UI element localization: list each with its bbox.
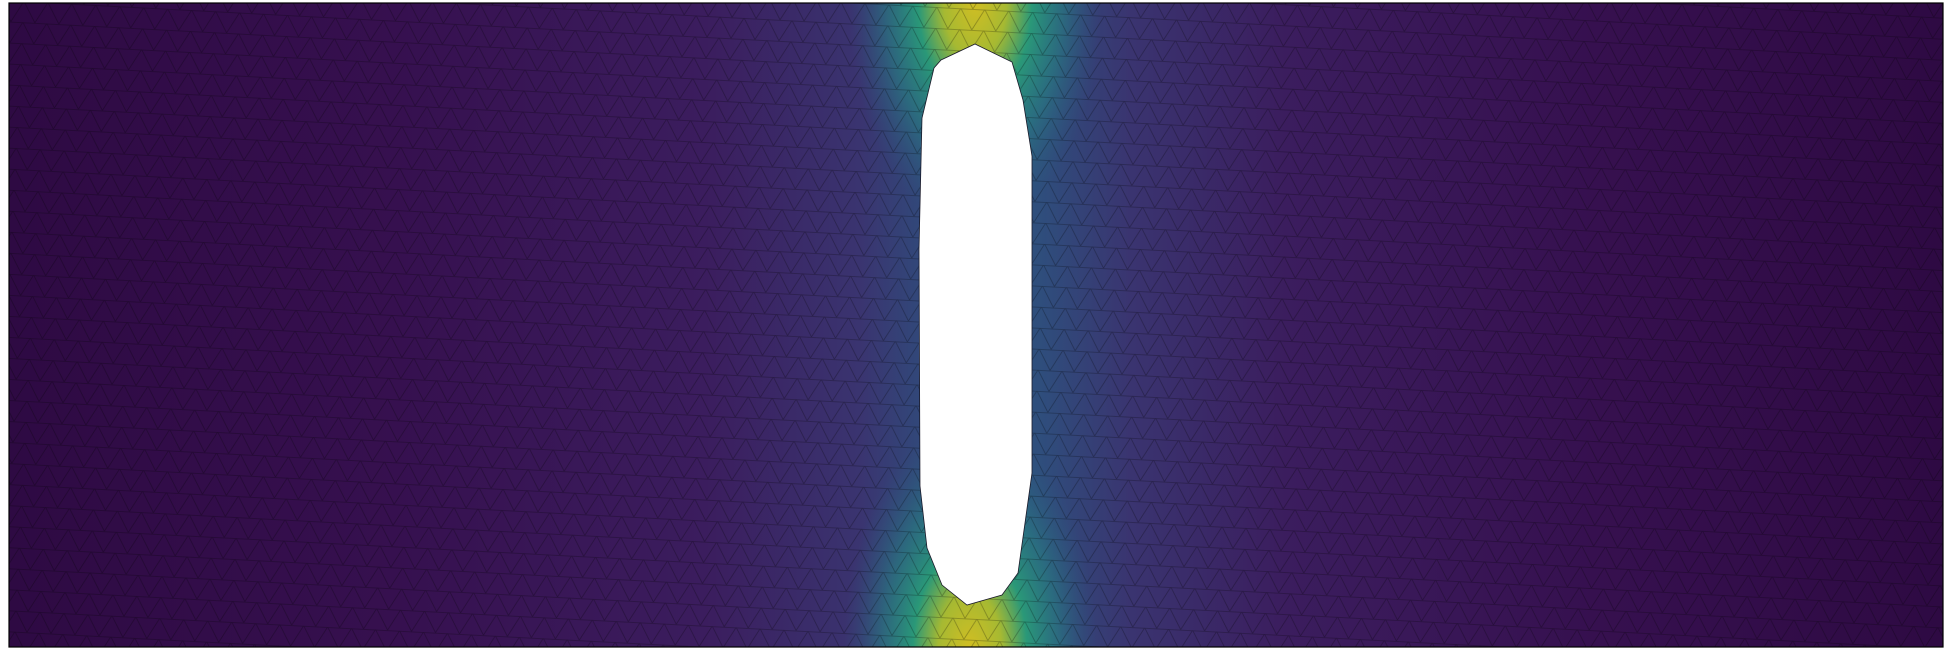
plate-border [8,2,1944,648]
hole [918,43,1033,606]
